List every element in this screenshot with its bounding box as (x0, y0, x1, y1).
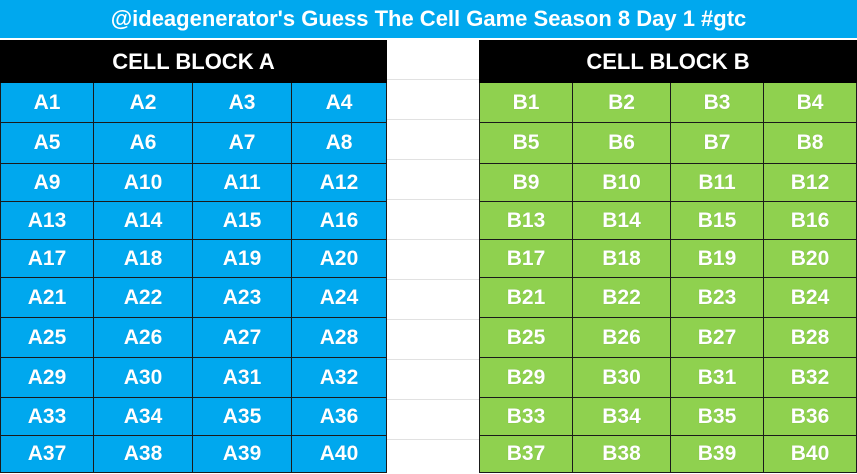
block-a-cell[interactable]: A24 (292, 278, 387, 318)
page-title: @ideagenerator's Guess The Cell Game Sea… (0, 0, 857, 40)
block-a-cell[interactable]: A16 (292, 202, 387, 240)
block-b-cell[interactable]: B22 (573, 278, 671, 318)
block-b-cell[interactable]: B25 (479, 318, 573, 358)
block-a-cell[interactable]: A34 (94, 398, 193, 436)
block-a-cell[interactable]: A15 (193, 202, 292, 240)
block-b-cell[interactable]: B37 (479, 436, 573, 473)
block-b-cell[interactable]: B27 (671, 318, 764, 358)
block-b-cell[interactable]: B36 (764, 398, 857, 436)
block-b-cell[interactable]: B30 (573, 358, 671, 398)
block-b-cell[interactable]: B11 (671, 164, 764, 202)
block-b-cell[interactable]: B21 (479, 278, 573, 318)
block-b-cell[interactable]: B15 (671, 202, 764, 240)
block-b-cell[interactable]: B28 (764, 318, 857, 358)
block-a-cell[interactable]: A38 (94, 436, 193, 473)
block-b-cell[interactable]: B14 (573, 202, 671, 240)
block-b-cell[interactable]: B6 (573, 123, 671, 164)
block-a-cell[interactable]: A13 (0, 202, 94, 240)
block-a-cell[interactable]: A14 (94, 202, 193, 240)
block-b-cell[interactable]: B8 (764, 123, 857, 164)
block-a-cell[interactable]: A9 (0, 164, 94, 202)
block-a-cell[interactable]: A18 (94, 240, 193, 278)
block-a-cell[interactable]: A6 (94, 123, 193, 164)
block-b-cell[interactable]: B4 (764, 83, 857, 123)
block-a-cell[interactable]: A28 (292, 318, 387, 358)
block-b-cell[interactable]: B33 (479, 398, 573, 436)
block-a-cell[interactable]: A33 (0, 398, 94, 436)
block-b-cell[interactable]: B10 (573, 164, 671, 202)
block-b-cell[interactable]: B24 (764, 278, 857, 318)
block-b-cell[interactable]: B3 (671, 83, 764, 123)
block-a-cell[interactable]: A35 (193, 398, 292, 436)
block-b-cell[interactable]: B16 (764, 202, 857, 240)
block-a-cell[interactable]: A29 (0, 358, 94, 398)
block-b-cell[interactable]: B31 (671, 358, 764, 398)
block-b-cell[interactable]: B35 (671, 398, 764, 436)
block-a-cell[interactable]: A4 (292, 83, 387, 123)
block-b-cell[interactable]: B12 (764, 164, 857, 202)
block-b-cell[interactable]: B19 (671, 240, 764, 278)
cell-block-b-grid: B1 B2 B3 B4 B5 B6 B7 B8 B9 B10 B11 B12 B13 B14 B15 B16 B… (479, 83, 857, 473)
block-a-cell[interactable]: A40 (292, 436, 387, 473)
block-a-cell[interactable]: A30 (94, 358, 193, 398)
block-a-cell[interactable]: A32 (292, 358, 387, 398)
block-b-cell[interactable]: B9 (479, 164, 573, 202)
block-a-cell[interactable]: A27 (193, 318, 292, 358)
cell-block-b-header: CELL BLOCK B (479, 40, 857, 83)
block-a-cell[interactable]: A8 (292, 123, 387, 164)
block-b-cell[interactable]: B38 (573, 436, 671, 473)
block-a-cell[interactable]: A36 (292, 398, 387, 436)
block-a-cell[interactable]: A26 (94, 318, 193, 358)
cell-block-a-grid: A1 A2 A3 A4 A5 A6 A7 A8 A9 A10 A11 A12 A13 A14 A15 A16 A… (0, 83, 387, 473)
block-a-cell[interactable]: A21 (0, 278, 94, 318)
block-b-cell[interactable]: B2 (573, 83, 671, 123)
spacer-column (387, 40, 479, 474)
block-b-cell[interactable]: B18 (573, 240, 671, 278)
cell-block-a: CELL BLOCK A A1 A2 A3 A4 A5 A6 A7 A8 A9 A10 A11 A12… (0, 40, 387, 473)
cell-block-a-header: CELL BLOCK A (0, 40, 387, 83)
block-b-cell[interactable]: B1 (479, 83, 573, 123)
block-b-cell[interactable]: B40 (764, 436, 857, 473)
block-b-cell[interactable]: B29 (479, 358, 573, 398)
block-a-cell[interactable]: A23 (193, 278, 292, 318)
block-a-cell[interactable]: A3 (193, 83, 292, 123)
block-a-cell[interactable]: A10 (94, 164, 193, 202)
block-a-cell[interactable]: A5 (0, 123, 94, 164)
block-a-cell[interactable]: A20 (292, 240, 387, 278)
block-a-cell[interactable]: A22 (94, 278, 193, 318)
block-a-cell[interactable]: A19 (193, 240, 292, 278)
block-a-cell[interactable]: A37 (0, 436, 94, 473)
block-a-cell[interactable]: A2 (94, 83, 193, 123)
block-b-cell[interactable]: B7 (671, 123, 764, 164)
block-b-cell[interactable]: B34 (573, 398, 671, 436)
block-a-cell[interactable]: A39 (193, 436, 292, 473)
block-b-cell[interactable]: B39 (671, 436, 764, 473)
block-a-cell[interactable]: A7 (193, 123, 292, 164)
block-a-cell[interactable]: A17 (0, 240, 94, 278)
block-a-cell[interactable]: A25 (0, 318, 94, 358)
block-b-cell[interactable]: B32 (764, 358, 857, 398)
block-b-cell[interactable]: B23 (671, 278, 764, 318)
block-b-cell[interactable]: B17 (479, 240, 573, 278)
block-b-cell[interactable]: B13 (479, 202, 573, 240)
block-b-cell[interactable]: B5 (479, 123, 573, 164)
block-a-cell[interactable]: A11 (193, 164, 292, 202)
cell-block-b: CELL BLOCK B B1 B2 B3 B4 B5 B6 B7 B8 B9 B10 B11 B12… (479, 40, 857, 473)
block-b-cell[interactable]: B26 (573, 318, 671, 358)
block-a-cell[interactable]: A12 (292, 164, 387, 202)
block-a-cell[interactable]: A31 (193, 358, 292, 398)
block-b-cell[interactable]: B20 (764, 240, 857, 278)
block-a-cell[interactable]: A1 (0, 83, 94, 123)
